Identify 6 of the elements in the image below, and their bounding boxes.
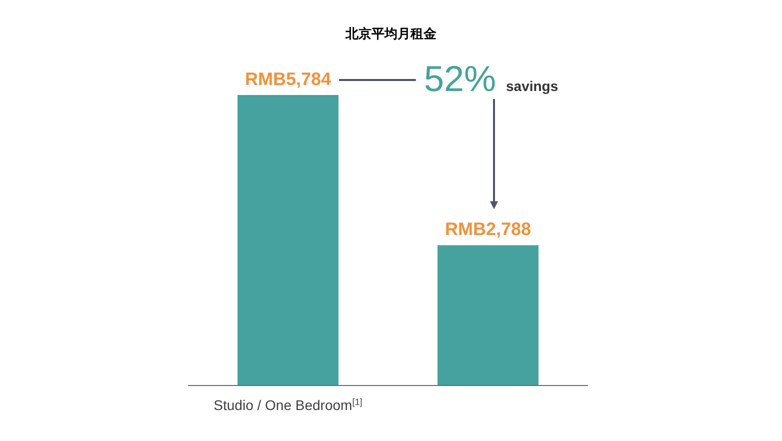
data-label: RMB5,784 bbox=[244, 69, 332, 89]
text: savings bbox=[506, 78, 558, 94]
chart-title: 北京平均月租金 bbox=[344, 26, 438, 41]
annotation: 52% bbox=[424, 58, 496, 99]
x-tick-label: Studio / One Bedroom$^{[1]}$ bbox=[214, 397, 362, 413]
data-label: RMB2,788 bbox=[444, 219, 532, 240]
